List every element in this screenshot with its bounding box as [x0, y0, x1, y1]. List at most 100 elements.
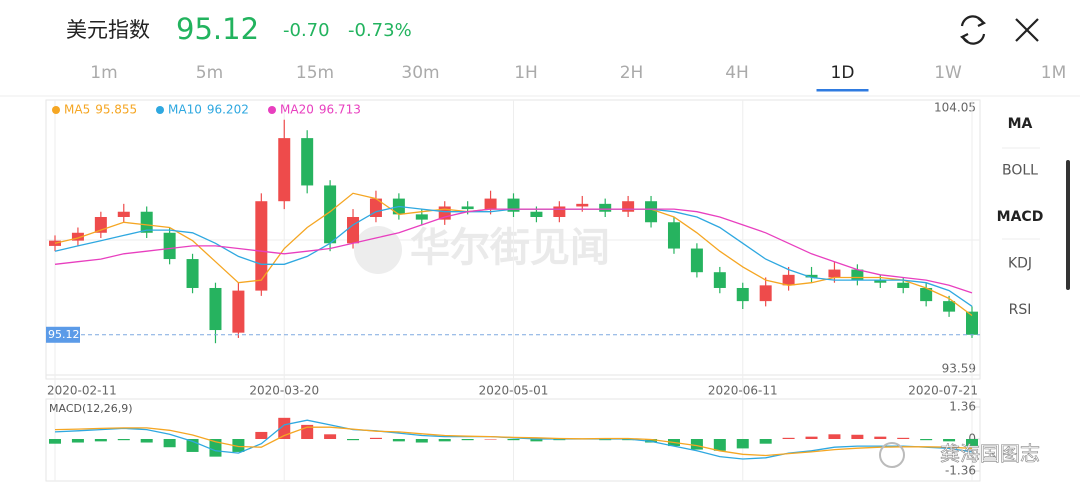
ma-line: [54, 208, 973, 294]
candle-body: [347, 216, 360, 244]
macd-bar: [278, 417, 291, 439]
candle-body: [530, 211, 543, 217]
tab[interactable]: 1M: [1041, 63, 1066, 83]
y-tick-label: 1.36: [949, 400, 976, 414]
candle-body: [805, 274, 818, 278]
macd-bar: [713, 439, 726, 451]
candle-body: [622, 201, 635, 212]
macd-bar: [828, 434, 841, 439]
legend-value: 96.202: [207, 103, 249, 117]
candle-body: [369, 198, 382, 217]
x-tick-label: 2020-05-01: [479, 384, 549, 398]
indicator-item[interactable]: KDJ: [1008, 256, 1032, 272]
macd-bar: [232, 439, 245, 452]
macd-bar: [347, 439, 360, 441]
macd-bar: [209, 439, 222, 457]
legend-name: MA20: [280, 103, 314, 117]
macd-bar: [392, 439, 405, 442]
tab[interactable]: 1H: [514, 63, 538, 83]
candle-body: [667, 222, 680, 249]
wechat-icon: [879, 442, 905, 468]
macd-bar: [461, 439, 474, 441]
macd-bar: [484, 439, 497, 440]
watermark-logo: [354, 226, 402, 274]
legend-dot: [52, 106, 60, 114]
candle-body: [736, 287, 749, 302]
candle-body: [324, 185, 337, 244]
plot: 104.05 93.59 2020-02-11 2020-03-20 2020-05-0…: [46, 99, 980, 481]
y-tick-label: -1.36: [945, 464, 976, 478]
legend-name: MA10: [168, 103, 202, 117]
indicator-item[interactable]: MA: [1008, 116, 1033, 132]
macd-bar: [782, 437, 795, 439]
legend-value: 96.713: [319, 103, 361, 117]
candle-body: [484, 198, 497, 210]
candle-body: [507, 198, 520, 212]
scrollbar: [1066, 160, 1070, 290]
macd-bar: [94, 439, 107, 442]
macd-bar: [71, 439, 84, 443]
macd-bar: [369, 437, 382, 439]
indicator-item[interactable]: MACD: [997, 209, 1044, 225]
candle-body: [255, 201, 268, 291]
last-price-label: 95.12: [48, 328, 80, 341]
tab[interactable]: 30m: [401, 63, 439, 83]
candle-body: [553, 206, 566, 217]
indicator-menu: MA BOLL MACD KDJ RSI: [997, 116, 1044, 318]
candle-body: [232, 290, 245, 333]
tab[interactable]: 2H: [620, 63, 644, 83]
candle-body: [874, 280, 887, 283]
tab[interactable]: 5m: [196, 63, 223, 83]
close-button[interactable]: [1015, 18, 1039, 42]
y-tick-label: 93.59: [942, 362, 976, 376]
close-stroke: [1015, 18, 1039, 42]
macd-bar: [897, 437, 910, 439]
x-tick-label: 2020-06-11: [708, 384, 778, 398]
macd-bar: [805, 436, 818, 439]
macd-bar: [736, 439, 749, 449]
refresh-button[interactable]: [960, 15, 986, 45]
macd-bar: [507, 439, 520, 441]
watermark: 龚海国图志: [940, 442, 1040, 466]
x-tick-label: 2020-02-11: [47, 384, 117, 398]
candle-body: [897, 282, 910, 288]
candle-body: [301, 138, 314, 186]
refresh-arrow: [977, 17, 986, 27]
macd-bar: [874, 436, 887, 439]
macd-bar: [759, 439, 772, 444]
change-pct: -0.73%: [348, 20, 412, 41]
dea-line: [54, 426, 973, 457]
last-price-box: [46, 326, 80, 343]
macd-bar: [438, 439, 451, 442]
legend-dot: [268, 106, 276, 114]
macd-bar: [530, 439, 543, 442]
instrument-title: 美元指数: [66, 18, 150, 42]
candle-body: [851, 269, 864, 281]
candle-body: [71, 232, 84, 241]
macd-bar: [920, 439, 933, 441]
y-tick-label: 0: [968, 432, 976, 446]
candle-body: [278, 138, 291, 202]
candle-body: [209, 287, 222, 331]
candle-body: [186, 259, 199, 288]
candle-body: [943, 301, 956, 312]
candle-body: [690, 248, 703, 273]
candle-body: [163, 232, 176, 260]
x-tick-label: 2020-03-20: [249, 384, 319, 398]
tab[interactable]: 15m: [296, 63, 334, 83]
candle-body: [140, 211, 153, 233]
tab[interactable]: 1W: [934, 63, 962, 83]
refresh-arrow: [960, 33, 969, 43]
macd-bar: [255, 431, 268, 439]
candle-body: [920, 287, 933, 302]
tab[interactable]: 1D: [831, 63, 855, 83]
macd-bar: [49, 439, 61, 444]
macd-bar: [943, 439, 956, 442]
tab[interactable]: 1m: [90, 63, 117, 83]
indicator-item[interactable]: BOLL: [1002, 163, 1038, 179]
indicator-item[interactable]: RSI: [1009, 302, 1032, 318]
candle-body: [117, 211, 130, 217]
y-tick-label: 104.05: [934, 101, 976, 115]
tab[interactable]: 4H: [725, 63, 749, 83]
